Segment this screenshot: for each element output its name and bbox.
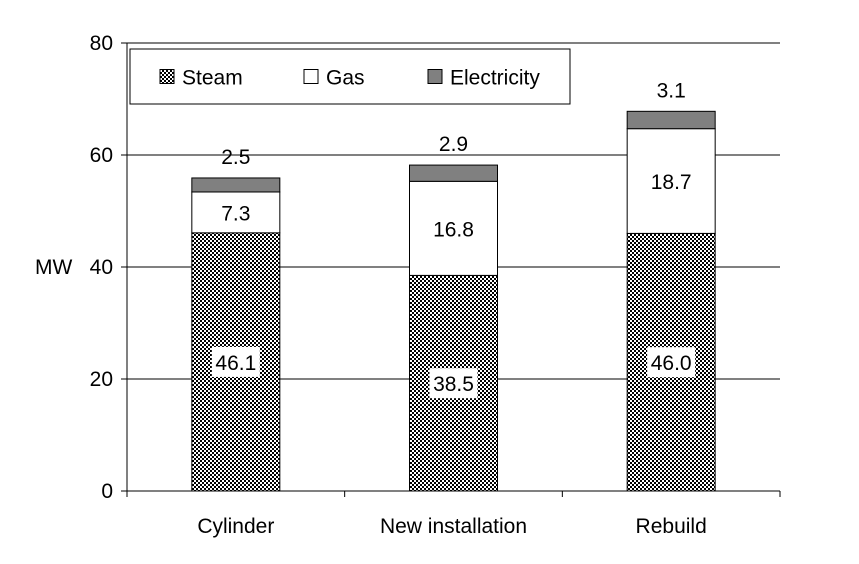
x-category-label: New installation: [380, 515, 527, 538]
legend-swatch-electricity: [427, 69, 443, 84]
x-category-label: Cylinder: [197, 515, 274, 538]
data-label-background: [647, 347, 696, 378]
data-label: 46.0: [651, 352, 692, 375]
bars: [191, 110, 716, 492]
data-label-background: [211, 346, 260, 377]
y-axis-label: MW: [35, 256, 72, 279]
data-label: 38.5: [433, 373, 474, 396]
bar-segment-electricity: [626, 110, 716, 130]
bar-segment-gas: [626, 128, 716, 234]
x-category-label: Rebuild: [636, 515, 707, 538]
data-label: 18.7: [651, 171, 692, 194]
data-label: 2.9: [439, 133, 468, 156]
data-label: 2.5: [221, 146, 250, 169]
data-labels: 46.1 7.3 2.5 38.5 16.8 2.9 46.0 18.7 3.1: [211, 79, 696, 399]
legend-label: Gas: [326, 67, 365, 90]
legend-swatch-gas: [303, 69, 319, 84]
data-label: 46.1: [215, 352, 256, 375]
legend-swatch-steam: [159, 69, 175, 84]
bar-segment-electricity: [191, 177, 281, 193]
axes: 0 20 40 60 80 MW Cylinder New installation Rebui…: [35, 32, 781, 538]
data-label: 16.8: [433, 218, 474, 241]
legend-label: Electricity: [450, 67, 540, 90]
legend-box: [129, 48, 571, 105]
legend: Steam Gas Electricity: [129, 48, 571, 105]
y-tick-label: 20: [90, 368, 113, 391]
data-label: 3.1: [657, 79, 686, 102]
bar-segment-gas: [191, 191, 281, 234]
data-label-background: [429, 368, 478, 399]
y-tick-label: 80: [90, 32, 113, 55]
data-label: 7.3: [221, 202, 250, 225]
y-tick-label: 40: [90, 256, 113, 279]
y-tick-label: 0: [101, 480, 113, 503]
bar-segment-electricity: [409, 164, 498, 182]
y-tick-label: 60: [90, 144, 113, 167]
bar-segment-gas: [409, 180, 498, 276]
legend-label: Steam: [182, 67, 243, 90]
